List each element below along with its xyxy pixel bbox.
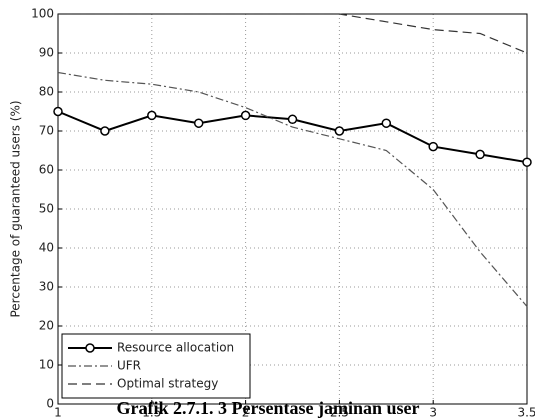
caption: Grafik 2.7.1. 3 Persentase jaminan user [117, 398, 420, 418]
legend-label: Resource allocation [117, 341, 234, 355]
point-marker [53, 106, 63, 117]
y-tick-label: 60 [39, 163, 54, 177]
y-tick-label: 10 [39, 358, 54, 372]
point-marker [147, 110, 157, 121]
point-marker [100, 126, 110, 136]
y-axis-label: Percentage of guaranteed users (%) [9, 100, 23, 317]
y-tick-label: 90 [39, 46, 54, 60]
point-marker [193, 118, 204, 128]
y-tick-label: 100 [31, 7, 54, 21]
y-tick-label: 50 [39, 202, 54, 216]
y-tick-label: 40 [39, 241, 54, 255]
legend-label: UFR [117, 359, 141, 373]
x-tick-label: 2 [242, 406, 250, 419]
point-marker [334, 126, 345, 136]
point-marker [240, 110, 251, 121]
x-tick-label: 1 [54, 406, 62, 419]
x-tick-label: 1.5 [142, 406, 161, 419]
point-marker [287, 114, 298, 125]
y-tick-label: 80 [39, 85, 54, 99]
point-marker [522, 157, 532, 167]
plot-frame [57, 13, 528, 405]
point-marker [475, 149, 485, 160]
y-tick-label: 20 [39, 319, 54, 333]
legend-marker [85, 343, 95, 353]
legend-label: Optimal strategy [117, 377, 218, 391]
y-tick-label: 70 [39, 124, 54, 138]
x-tick-label: 3.5 [517, 406, 535, 419]
series-line [57, 71, 528, 307]
point-marker [381, 118, 392, 128]
series-line [58, 13, 528, 54]
point-marker [428, 141, 438, 152]
y-tick-label: 30 [39, 280, 54, 294]
y-tick-label: 0 [46, 397, 54, 411]
x-tick-label: 2.5 [330, 406, 349, 419]
x-tick-label: 3 [429, 406, 437, 419]
